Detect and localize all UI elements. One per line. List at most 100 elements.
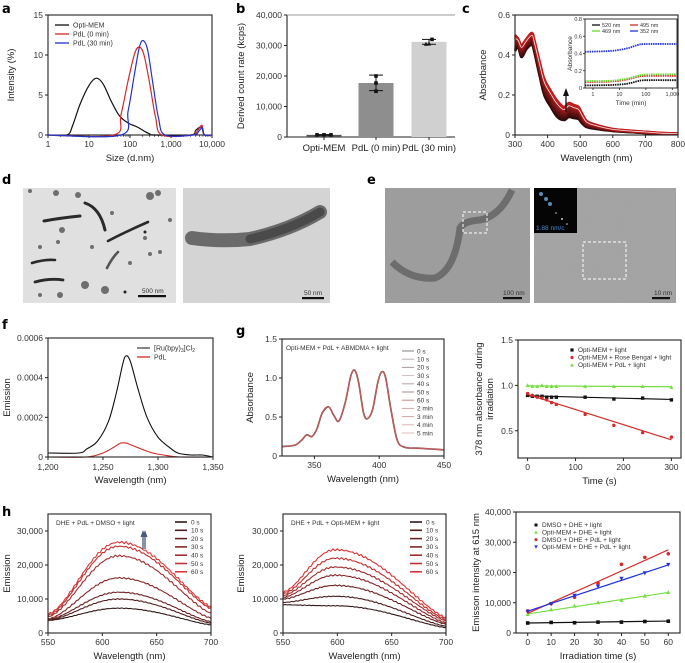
legend-label: 0 s: [417, 348, 426, 355]
legend-label: Opti-MEM + PdL + light: [578, 362, 646, 369]
legend-label: 5 min: [417, 430, 433, 437]
legend-label-part: 2: [192, 348, 195, 354]
spectrum-line: [281, 369, 445, 451]
y-axis-label: Emission: [236, 554, 247, 593]
panel-label-e: e: [367, 173, 376, 188]
tem-image-d-left: 500 nm: [23, 188, 176, 303]
y-tick-label: 10,000: [256, 102, 282, 112]
y-tick-label: 5: [38, 90, 43, 100]
data-point: [669, 435, 674, 439]
y-tick-label: 0: [38, 130, 43, 140]
inset-legend-label: 469 nm: [602, 29, 621, 35]
x-tick-label: Opti-MEM: [303, 143, 346, 154]
legend-label: 0 s: [426, 519, 435, 526]
nanofiber-shapes: [30, 201, 150, 284]
data-point: [612, 423, 616, 428]
data-point: [530, 393, 535, 398]
axes-frame: [47, 513, 212, 634]
x-tick-label: 100: [568, 462, 582, 472]
y-tick-label: 0: [505, 130, 510, 140]
y-axis-label: Intensity (%): [6, 49, 17, 102]
chart-h-right: 0 10 20 30 40 50 60 0 10,000 20,000 30,000 40,000 Ir…: [471, 507, 681, 662]
data-point: [545, 398, 549, 402]
series-line-opti-mem: [47, 77, 213, 137]
x-tick-label: 350: [307, 460, 321, 470]
inset-y-tick-label: 0.4: [574, 52, 582, 58]
data-point: [642, 571, 647, 576]
legend-label: DMSO + DHE + light: [542, 522, 602, 529]
y-axis-label: Derived count rate (kcps): [236, 23, 247, 129]
x-tick-label: 300: [508, 139, 522, 149]
x-axis-label: Size (d.nm): [106, 153, 155, 164]
legend-label: 4 min: [417, 422, 433, 429]
chart-h-mid: 550 600 650 700 0 10,000 20,000 30,000 Wavelengt…: [140, 513, 453, 662]
y-tick-label: 0: [272, 451, 277, 461]
y-tick-label: 0: [506, 628, 511, 638]
data-point: [572, 603, 577, 608]
emission-line-60-s: [282, 548, 447, 619]
data-point: [539, 383, 544, 388]
legend-label: 50 s: [417, 389, 430, 396]
inset-series-520-nm: [584, 79, 678, 87]
data-point: [669, 385, 674, 389]
emission-line-20-s: [282, 584, 447, 626]
x-tick-label: 400: [372, 460, 386, 470]
legend-label: 30 s: [426, 544, 439, 551]
y-tick-label: 40,000: [485, 507, 511, 517]
axes-frame: [517, 339, 682, 459]
fit-line: [527, 385, 672, 388]
data-point: [525, 609, 530, 614]
y-tick-label: 20,000: [256, 71, 282, 81]
data-point: [619, 597, 624, 602]
data-point: [583, 395, 587, 399]
data-point: [611, 384, 616, 388]
legend-label: [Ru(bpy)3]Cl2: [154, 346, 195, 355]
chart-g-right: 0 100 200 300 0.5 1.0 1.5 Time (s) 378 nm absorb…: [474, 335, 682, 487]
fit-line: [527, 395, 672, 401]
data-point: [595, 584, 601, 589]
data-point: [545, 395, 549, 399]
x-tick-label: 0: [525, 462, 530, 472]
y-tick-label: 0.2: [498, 90, 510, 100]
x-tick-label: 800: [671, 139, 685, 149]
x-tick-label: 700: [439, 637, 453, 647]
inset-y-tick-label: 0.6: [574, 34, 582, 40]
y-axis-label: 378 nm absorbance during: [474, 342, 485, 455]
emission-line-40-s: [47, 554, 212, 617]
inset-series-469-nm: [584, 73, 678, 82]
x-axis-label: Wavelength (nm): [327, 474, 399, 485]
annotation: Opti-MEM + PdL + ABMDMA + light: [286, 345, 389, 352]
inset-x-tick-label: 100: [641, 92, 650, 98]
legend-label: Opti-MEM: [73, 23, 105, 30]
data-point: [619, 562, 624, 567]
legend-label: 2 min: [417, 406, 433, 413]
y-tick-label: 40,000: [256, 10, 282, 20]
y-axis-label: Emission: [2, 554, 13, 593]
scalebar-d-right: 50 nm: [304, 290, 322, 297]
data-point: [570, 363, 574, 367]
data-point: [640, 430, 645, 435]
axes-frame: [282, 513, 447, 634]
x-tick-label: 1,000: [160, 139, 182, 149]
data-point: [525, 391, 530, 396]
legend-label: 10 s: [191, 528, 204, 535]
inset-legend-label: 352 nm: [640, 29, 659, 35]
chart-f: 1,200 1,250 1,300 1,350 0 0.0002 0.0004 0.0006 W…: [2, 333, 224, 486]
series-line-pdl-30-min-: [47, 39, 213, 138]
y-tick-label: 20,000: [485, 568, 511, 578]
panel-label-a: a: [2, 2, 11, 17]
annotation: DHE + PdL + Opti-MEM + light: [291, 520, 380, 527]
data-point: [669, 398, 674, 402]
x-tick-label: 1,250: [92, 462, 114, 472]
zoom-box: [582, 241, 627, 280]
emission-line-40-s: [283, 566, 447, 622]
y-tick-label: 0.5: [265, 412, 277, 422]
x-tick-label: 30: [593, 637, 603, 647]
data-point: [596, 581, 600, 585]
y-tick-label: 0.5: [501, 426, 513, 436]
chart-c-inset: 0 0.2 0.4 0.6 0.8 1 10 100 1,000 Time (min) Absorb…: [567, 17, 679, 107]
y-tick-label: 20,000: [17, 560, 43, 570]
data-point: [530, 384, 535, 388]
x-tick-label: 1,200: [37, 462, 59, 472]
x-axis-label: Irradiation time (s): [560, 651, 637, 662]
